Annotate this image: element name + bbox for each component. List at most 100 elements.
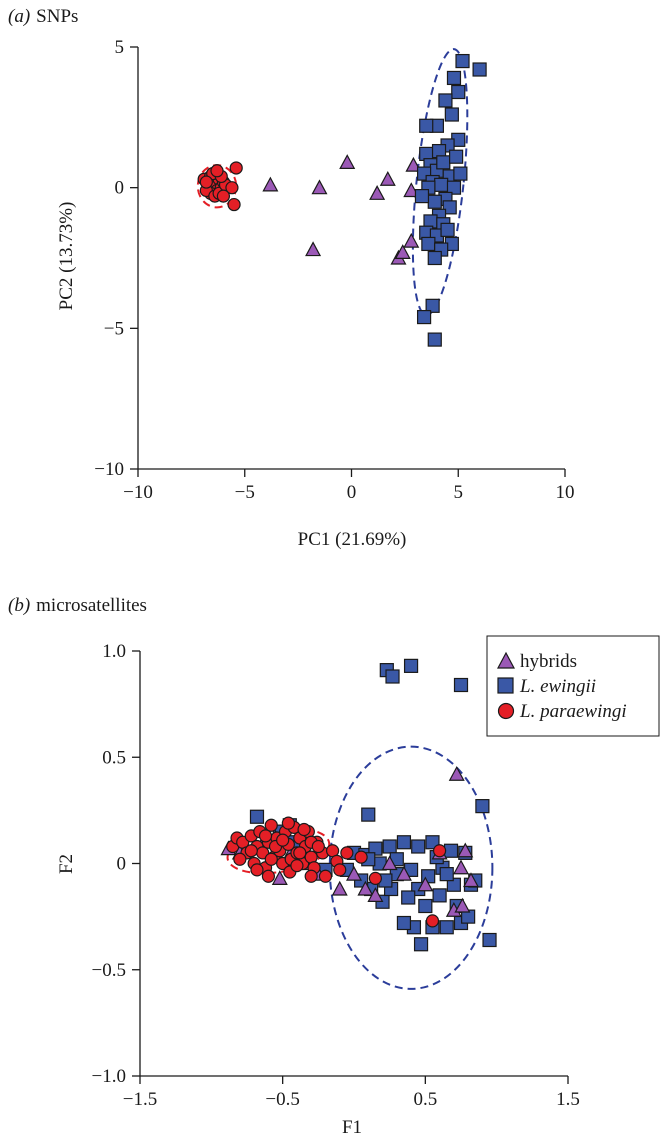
panel-a-point-hybrids	[305, 241, 322, 257]
panel-b-point-ewingii	[385, 669, 400, 684]
panel-b-point-ewingii	[368, 841, 383, 856]
panel-a-point-hybrids	[339, 154, 356, 169]
panel-b-point-ewingii	[439, 867, 454, 882]
panel-a-point-ewingii	[434, 177, 449, 192]
panel-b-point-ewingii	[403, 658, 419, 673]
panel-b-point-ewingii	[249, 809, 265, 824]
panel-b-x-tick-label: −1.5	[123, 1089, 157, 1110]
panel-a-point-ewingii	[416, 309, 432, 325]
panel-a-point-hybrids	[311, 179, 328, 195]
legend: hybrids L. ewingii L. paraewingi	[486, 635, 660, 737]
panel-a-x-tick-label: 10	[556, 482, 575, 503]
panel-b-point-ewingii	[401, 890, 416, 905]
panel-b-y-tick-label: 1.0	[102, 641, 126, 662]
panel-a-point-ewingii	[472, 62, 487, 77]
panel-a-point-ewingii	[453, 166, 468, 181]
panel-b-x-axis-title: F1	[342, 1117, 362, 1138]
legend-box	[486, 635, 660, 737]
panel-b-point-paraewingi	[264, 818, 278, 832]
panel-b-point-hybrids	[454, 897, 471, 913]
panel-b-point-ewingii	[413, 937, 429, 952]
panel-b-point-hybrids	[271, 870, 288, 885]
panel-b-y-tick-label: 0	[117, 854, 127, 875]
panel-b-point-hybrids	[457, 842, 474, 858]
panel-b-point-paraewingi	[433, 844, 447, 858]
panel-b-point-ewingii	[382, 839, 397, 854]
panel-b-point-paraewingi	[354, 850, 368, 864]
panel-b-title-text: microsatellites	[36, 595, 147, 616]
panel-a-point-ewingii	[419, 118, 434, 133]
panel-a-label: (a)	[8, 6, 30, 27]
panel-b-point-ewingii	[439, 920, 454, 935]
panel-a-point-ewingii	[436, 155, 451, 170]
panel-b-point-paraewingi	[276, 833, 290, 847]
panel-b-point-paraewingi	[244, 844, 258, 858]
panel-a-point-paraewingi	[199, 175, 213, 189]
panel-b-confidence-ellipse	[226, 827, 331, 875]
panel-a-point-hybrids	[403, 232, 420, 248]
panel-b-point-paraewingi	[425, 914, 440, 928]
panel-a-point-paraewingi	[210, 164, 224, 178]
panel-b-point-paraewingi	[290, 859, 304, 873]
panel-a-point-hybrids	[405, 156, 422, 172]
panel-a-y-tick-label: 0	[115, 178, 125, 199]
panel-b-point-ewingii	[396, 915, 412, 931]
panel-b-point-paraewingi	[261, 869, 275, 883]
panel-a-point-ewingii	[446, 180, 462, 195]
panel-a-point-paraewingi	[216, 189, 230, 203]
panel-a-point-paraewingi	[225, 181, 239, 195]
panel-a-point-ewingii	[442, 200, 457, 215]
panel-b-point-hybrids	[452, 859, 470, 875]
panel-b-point-paraewingi	[250, 863, 264, 877]
panel-a-snps: (a) SNPs −10 −5 0 5 10 −10 −5 0 5 PC1 (21.69%) PC…	[8, 6, 575, 550]
panel-b-label: (b)	[8, 595, 30, 616]
panel-b-point-hybrids	[417, 876, 434, 892]
panel-a-point-ewingii	[427, 250, 442, 266]
panel-b-point-hybrids	[395, 865, 412, 881]
panel-b-point-paraewingi	[233, 852, 247, 866]
panel-a-x-tick-label: 5	[454, 482, 464, 503]
legend-item-paraewingi: L. paraewingi	[497, 701, 627, 722]
panel-b-y-axis-title: F2	[56, 854, 77, 874]
panel-a-point-ewingii	[446, 70, 462, 86]
panel-a-confidence-ellipse	[411, 48, 469, 316]
panel-b-point-ewingii	[443, 843, 459, 858]
panel-b-axes: −1.5 −0.5 0.5 1.5 −1.0 −0.5 0 0.5 1.0	[92, 641, 580, 1110]
panel-b-y-tick-label: −1.0	[92, 1066, 126, 1087]
panel-a-point-ewingii	[449, 149, 464, 164]
panel-b-title: (b) microsatellites	[8, 595, 147, 616]
panel-b-point-hybrids	[381, 855, 398, 871]
panel-b-point-paraewingi	[311, 839, 325, 854]
panel-a-x-tick-label: −5	[235, 482, 255, 503]
panel-b-point-paraewingi	[368, 871, 382, 885]
panel-b-point-ewingii	[446, 877, 461, 892]
panel-b-point-paraewingi	[340, 846, 354, 860]
legend-label-hybrids: hybrids	[520, 651, 577, 672]
panel-a-title-text: SNPs	[36, 6, 78, 27]
panel-b-point-paraewingi	[258, 829, 273, 843]
panel-a-y-tick-label: −5	[104, 318, 124, 339]
panel-b-point-paraewingi	[264, 852, 278, 866]
panel-a-point-hybrids	[262, 176, 279, 192]
panel-b-point-paraewingi	[297, 822, 311, 837]
legend-label-paraewingi: L. paraewingi	[519, 701, 627, 722]
panel-a-point-ewingii	[414, 189, 430, 204]
panel-b-point-ewingii	[432, 888, 447, 903]
panel-b-point-hybrids	[462, 872, 479, 888]
panel-b-point-hybrids	[331, 880, 348, 896]
panel-a-y-axis-title: PC2 (13.73%)	[56, 202, 77, 311]
panel-a-x-tick-label: 0	[347, 482, 357, 503]
panel-a-point-paraewingi	[229, 161, 243, 175]
panel-a-point-ewingii	[438, 93, 453, 108]
panel-a-point-hybrids	[369, 185, 386, 200]
panel-a-point-ewingii	[425, 298, 440, 313]
panel-a-title: (a) SNPs	[8, 6, 78, 27]
legend-marker-hybrids	[497, 651, 515, 669]
panel-b-point-ewingii	[411, 839, 426, 854]
panel-b-point-ewingii	[482, 932, 497, 948]
panel-a-y-tick-label: −10	[94, 459, 124, 480]
panel-b-point-hybrids	[367, 887, 384, 902]
panel-b-point-ewingii	[475, 799, 490, 814]
panel-a-point-ewingii	[421, 236, 436, 252]
panel-a-point-hybrids	[379, 170, 396, 186]
